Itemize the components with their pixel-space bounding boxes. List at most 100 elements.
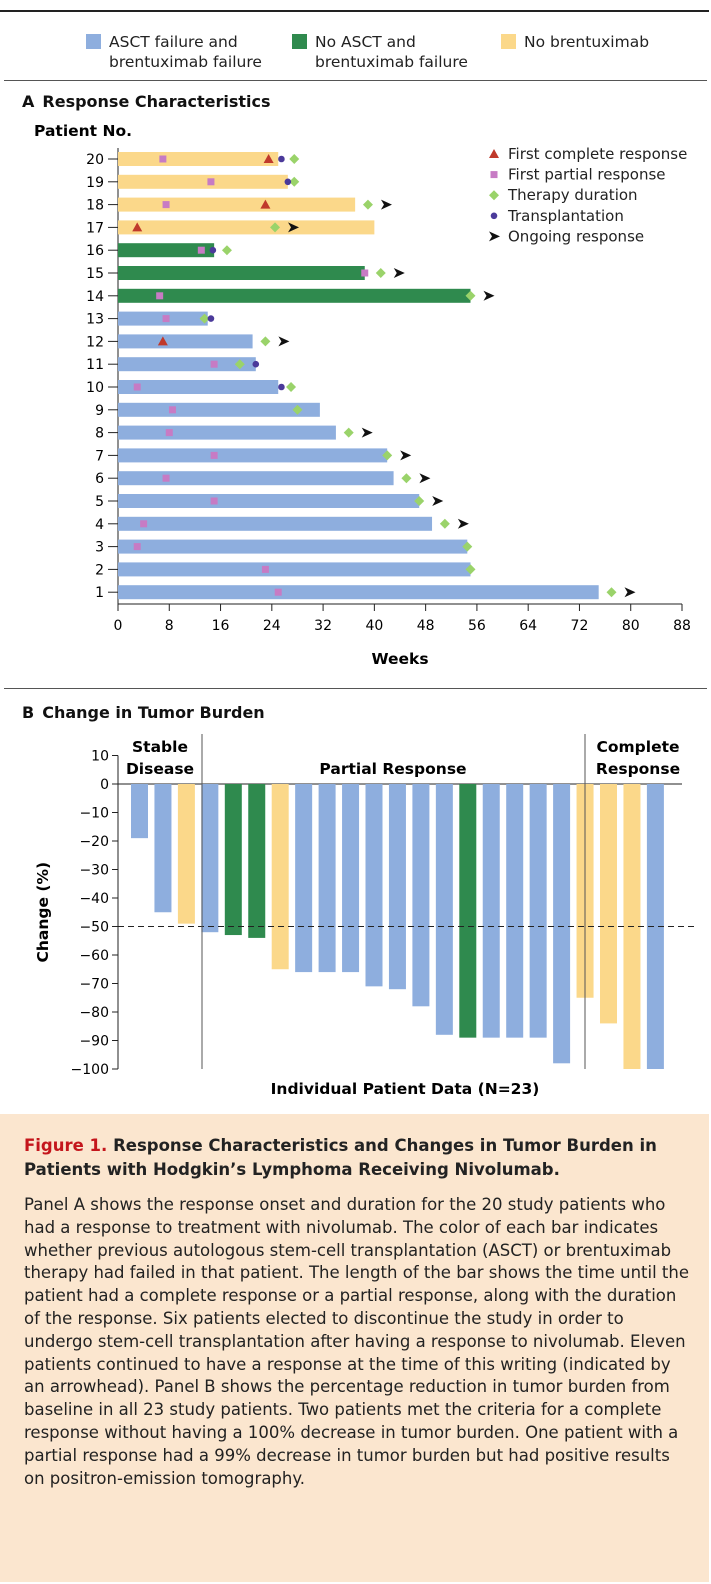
therapy-duration-marker bbox=[375, 268, 386, 278]
legend-swatch-nobrent bbox=[501, 34, 516, 49]
partial-response-marker bbox=[210, 497, 218, 505]
patient-bar bbox=[118, 288, 471, 303]
therapy-duration-marker bbox=[382, 450, 393, 461]
therapy-duration-marker bbox=[343, 427, 354, 438]
panel-a-title-text: Response Characteristics bbox=[42, 92, 271, 111]
legend-partial-symbol bbox=[490, 171, 498, 179]
legend-transplant-symbol bbox=[490, 212, 498, 220]
ongoing-response-arrow bbox=[400, 450, 412, 461]
marker-legend-label: First complete response bbox=[508, 145, 687, 163]
x-axis-label: Individual Patient Data (N=23) bbox=[271, 1080, 540, 1098]
therapy-duration-marker bbox=[362, 199, 373, 210]
marker-legend-label: Transplantation bbox=[507, 207, 624, 225]
patient-bar bbox=[118, 174, 288, 189]
partial-response-marker bbox=[210, 451, 218, 459]
tumor-change-bar bbox=[646, 784, 664, 1069]
x-tick-label: 72 bbox=[571, 618, 589, 634]
x-tick-label: 64 bbox=[519, 618, 537, 634]
y-tick-label: 3 bbox=[95, 540, 104, 556]
y-tick-label: 17 bbox=[86, 220, 104, 236]
therapy-duration-marker bbox=[286, 382, 297, 392]
ongoing-response-arrow bbox=[457, 518, 469, 529]
y-tick-label: 11 bbox=[86, 357, 104, 373]
y-tick-label: −90 bbox=[79, 1034, 109, 1050]
color-legend: ASCT failure and brentuximab failure No … bbox=[0, 24, 711, 80]
patient-bar bbox=[118, 562, 471, 577]
y-tick-label: −100 bbox=[71, 1062, 109, 1078]
partial-response-marker bbox=[168, 406, 176, 414]
tumor-change-bar bbox=[388, 784, 406, 990]
y-tick-label: 2 bbox=[95, 562, 104, 578]
therapy-duration-marker bbox=[465, 290, 476, 301]
group-label: Stable bbox=[132, 738, 188, 756]
therapy-duration-marker bbox=[439, 518, 450, 529]
y-tick-label: 10 bbox=[91, 749, 109, 765]
x-tick-label: 56 bbox=[468, 618, 486, 634]
caption-title-text: Response Characteristics and Changes in … bbox=[24, 1136, 657, 1179]
partial-response-marker bbox=[207, 178, 215, 186]
partial-response-marker bbox=[162, 474, 170, 482]
y-tick-label: −50 bbox=[79, 920, 109, 936]
tumor-change-bar bbox=[529, 784, 547, 1038]
patient-bar bbox=[118, 425, 336, 440]
y-tick-label: 16 bbox=[86, 243, 104, 259]
transplantation-marker bbox=[207, 315, 215, 322]
panel-b-title: B Change in Tumor Burden bbox=[22, 703, 265, 722]
y-tick-label: −40 bbox=[79, 891, 109, 907]
tumor-change-bar bbox=[224, 784, 242, 936]
legend-label-asct: ASCT failure and brentuximab failure bbox=[109, 33, 262, 71]
y-tick-label: 0 bbox=[100, 777, 109, 793]
x-axis-label: Weeks bbox=[371, 650, 428, 668]
complete-response-marker bbox=[157, 336, 168, 346]
divider bbox=[4, 688, 707, 689]
tumor-change-bar bbox=[435, 784, 453, 1035]
marker-legend-label: First partial response bbox=[508, 166, 666, 184]
partial-response-marker bbox=[159, 155, 167, 163]
complete-response-marker bbox=[132, 222, 143, 232]
legend-swatch-noasct bbox=[292, 34, 307, 49]
y-tick-label: 14 bbox=[86, 289, 104, 305]
tumor-change-bar bbox=[482, 784, 500, 1038]
y-tick-label: 12 bbox=[86, 334, 104, 350]
partial-response-marker bbox=[133, 383, 141, 391]
caption-body: Panel A shows the response onset and dur… bbox=[24, 1195, 690, 1488]
therapy-duration-marker bbox=[462, 541, 473, 552]
y-tick-label: −60 bbox=[79, 948, 109, 964]
figure-frame bbox=[0, 10, 709, 1584]
x-tick-label: 0 bbox=[114, 618, 123, 634]
tumor-change-bar bbox=[154, 784, 172, 913]
patient-bar bbox=[118, 243, 215, 258]
y-tick-label: 13 bbox=[86, 312, 104, 328]
ongoing-response-arrow bbox=[419, 473, 431, 484]
patient-bar bbox=[118, 357, 256, 372]
y-axis-label: Change (%) bbox=[34, 862, 52, 963]
partial-response-marker bbox=[156, 292, 164, 300]
ongoing-response-arrow bbox=[432, 496, 444, 506]
partial-response-marker bbox=[361, 269, 369, 277]
tumor-change-bar bbox=[506, 784, 524, 1038]
patient-bar bbox=[118, 197, 356, 212]
patient-bar bbox=[118, 266, 365, 280]
y-tick-label: 7 bbox=[95, 448, 104, 464]
patient-bar bbox=[118, 334, 253, 349]
group-label: Response bbox=[596, 760, 680, 778]
therapy-duration-marker bbox=[414, 496, 425, 506]
marker-legend-label: Therapy duration bbox=[507, 186, 638, 204]
therapy-duration-marker bbox=[289, 154, 300, 164]
partial-response-marker bbox=[162, 201, 170, 209]
group-label: Complete bbox=[596, 738, 679, 756]
x-tick-label: 40 bbox=[365, 618, 383, 634]
y-tick-label: 9 bbox=[95, 403, 104, 419]
patient-bar bbox=[118, 220, 375, 235]
ongoing-response-arrow bbox=[483, 290, 495, 301]
complete-response-marker bbox=[263, 154, 274, 163]
group-label: Partial Response bbox=[319, 760, 466, 778]
transplantation-marker bbox=[252, 360, 260, 368]
caption-title: Figure 1. Response Characteristics and C… bbox=[24, 1134, 694, 1182]
tumor-change-bar bbox=[459, 784, 477, 1038]
x-tick-label: 32 bbox=[314, 618, 332, 634]
patient-bar bbox=[118, 585, 599, 600]
y-tick-label: 5 bbox=[95, 494, 104, 510]
tumor-change-bar bbox=[271, 784, 289, 970]
marker-legend-label: Ongoing response bbox=[508, 227, 644, 245]
